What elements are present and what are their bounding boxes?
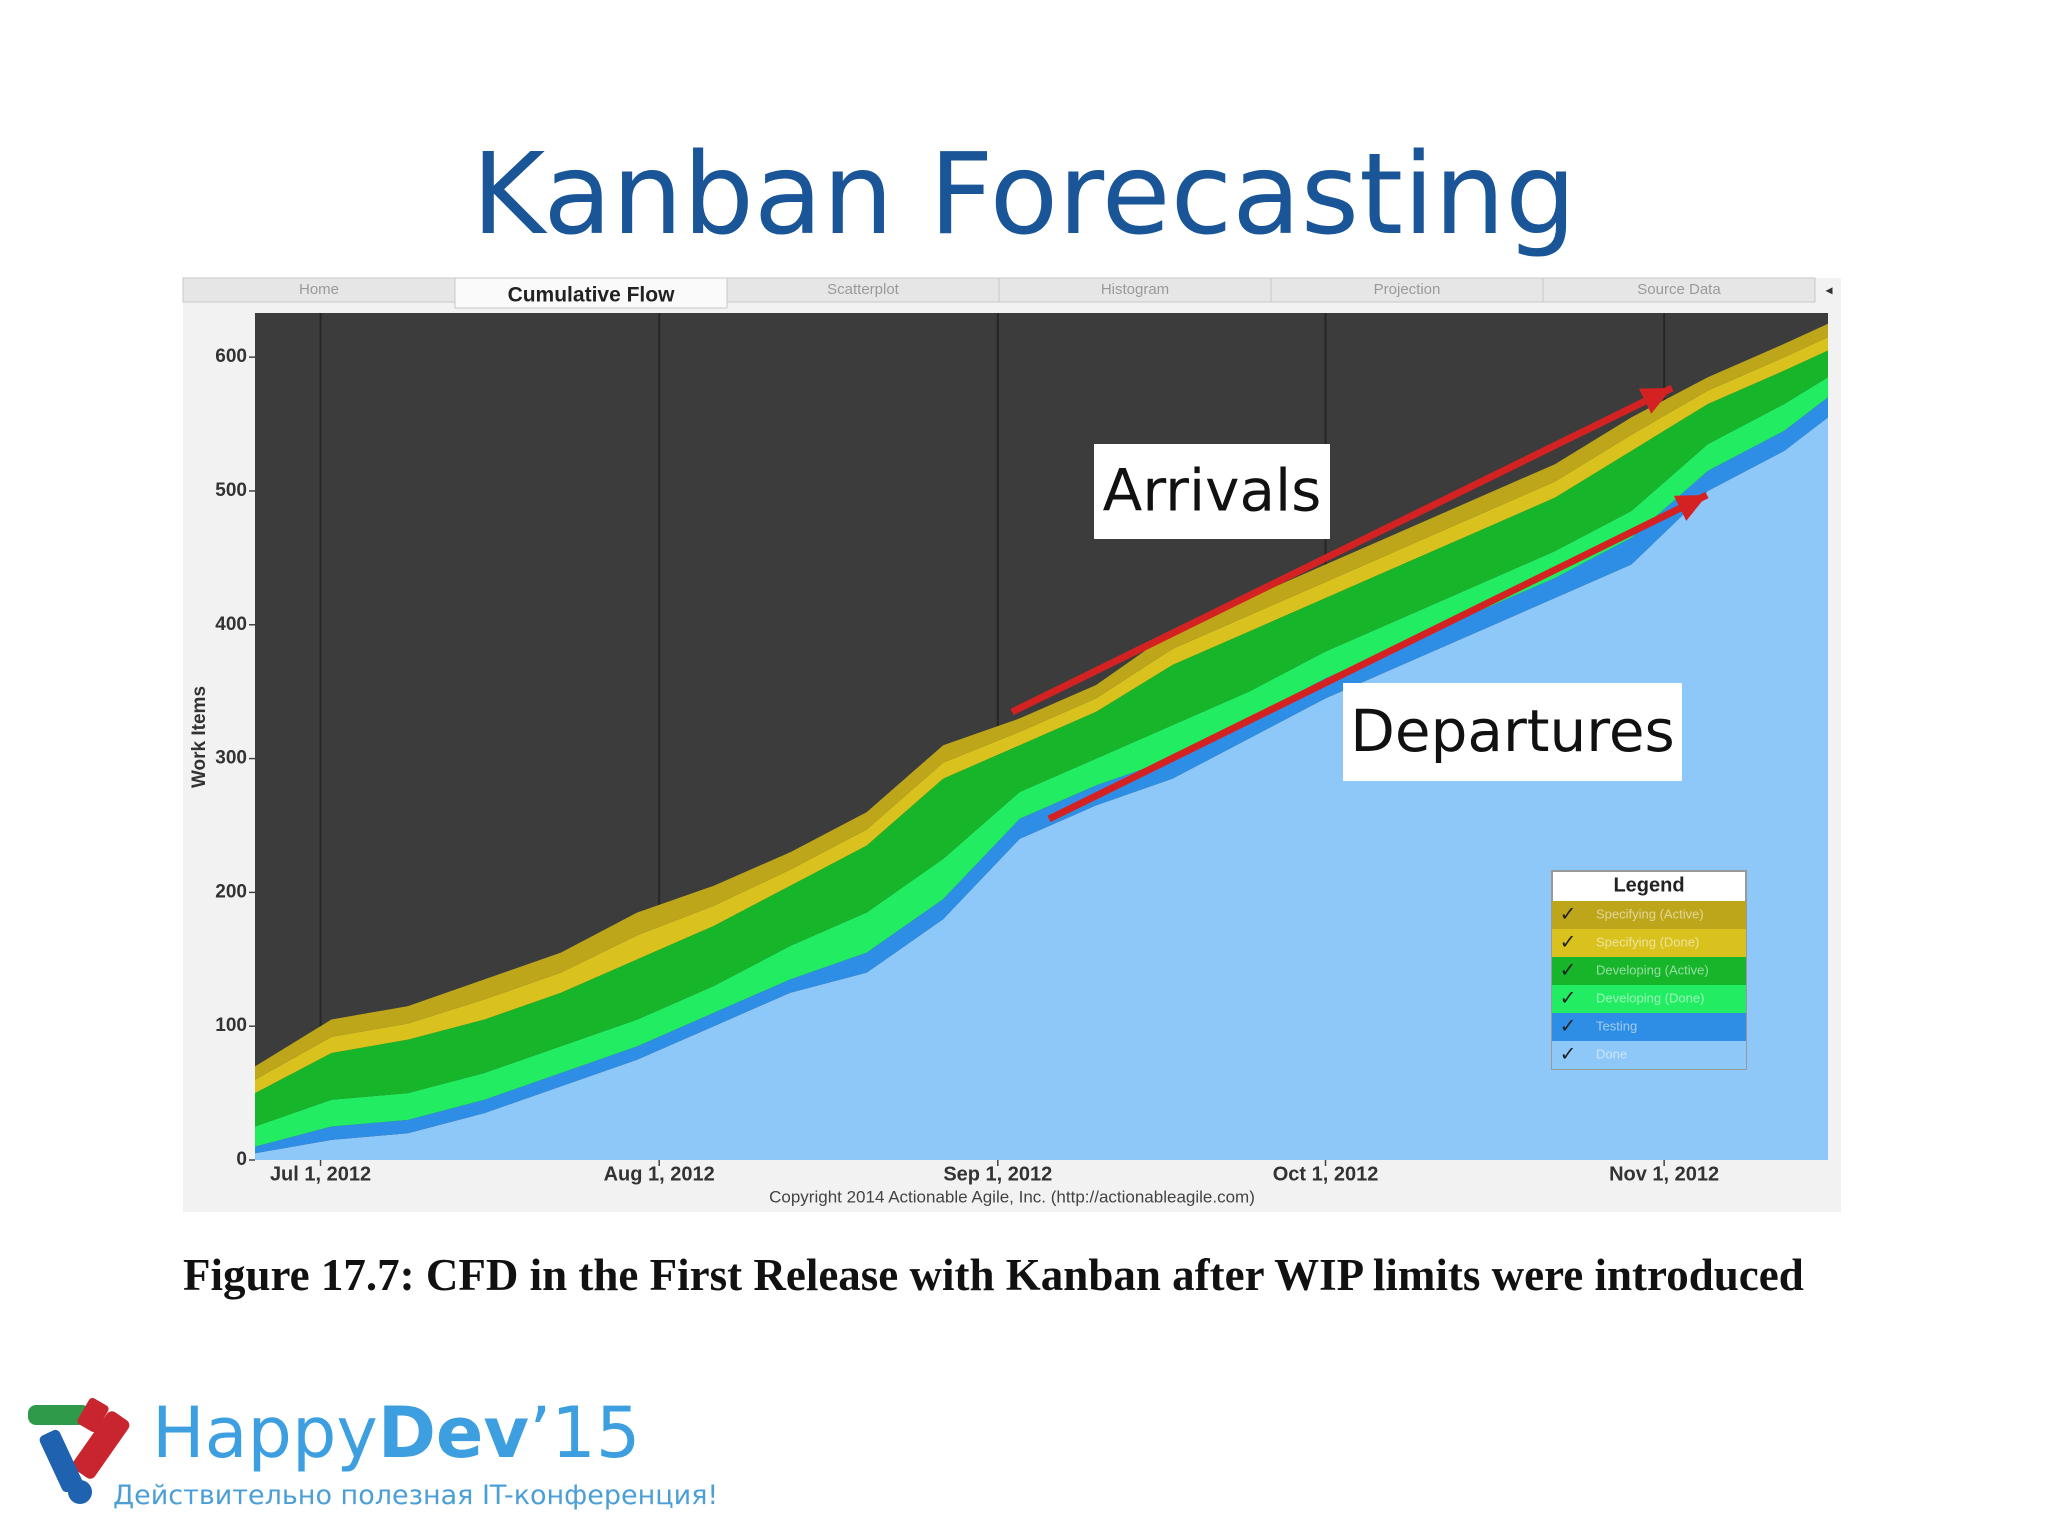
annotation-arrowhead [1638, 388, 1672, 414]
annotation-arrow [1047, 491, 1709, 823]
y-tick-label: 200 [215, 881, 247, 902]
tab-label[interactable]: Home [299, 281, 339, 298]
figure-caption: Figure 17.7: CFD in the First Release wi… [183, 1250, 1804, 1300]
tab[interactable] [454, 277, 728, 309]
y-tick-label: 0 [236, 1149, 247, 1170]
areas [255, 323, 1828, 1161]
legend-label: Testing [1596, 1018, 1637, 1033]
legend-check: ✓ [1560, 1015, 1577, 1037]
y-tick-label: 500 [215, 480, 247, 501]
tab-label[interactable]: Cumulative Flow [508, 284, 676, 307]
legend-swatch [1552, 929, 1746, 957]
legend-swatch [1552, 1041, 1746, 1069]
legend-label: Developing (Done) [1596, 990, 1704, 1005]
x-tick-label: Oct 1, 2012 [1273, 1163, 1379, 1185]
tab-label[interactable]: Source Data [1637, 281, 1721, 298]
logo-dev: Dev [377, 1392, 530, 1474]
x-tick-label: Sep 1, 2012 [943, 1163, 1052, 1185]
tab[interactable] [1542, 277, 1816, 303]
logo-year: ’15 [529, 1392, 641, 1474]
logo-text: HappyDev’15 [152, 1392, 640, 1474]
legend-check: ✓ [1560, 1043, 1577, 1065]
logo-shape [68, 1480, 92, 1504]
y-tick-label: 600 [215, 346, 247, 367]
annotation-box [1094, 444, 1330, 539]
legend-label: Specifying (Active) [1596, 906, 1704, 921]
slide-title: Kanban Forecasting [471, 130, 1577, 260]
x-tick-label: Nov 1, 2012 [1609, 1163, 1719, 1185]
source-note: Copyright 2014 Actionable Agile, Inc. (h… [769, 1187, 1255, 1206]
annotation-arrow [1010, 384, 1674, 716]
y-tick-label: 300 [215, 748, 247, 769]
legend-swatch [1552, 901, 1746, 929]
tab-scroll: ◂ [1825, 282, 1832, 298]
logo-happy: Happy [152, 1392, 378, 1474]
area [255, 350, 1828, 1127]
legend-title: Legend [1613, 874, 1684, 896]
legend-swatch [1552, 985, 1746, 1013]
tab[interactable] [998, 277, 1272, 303]
tab-label[interactable]: Projection [1374, 281, 1441, 298]
legend-check: ✓ [1560, 931, 1577, 953]
legend-swatch [1552, 1013, 1746, 1041]
x-tick-label: Aug 1, 2012 [604, 1163, 715, 1185]
y-tick-label: 100 [215, 1015, 247, 1036]
annotation-arrowhead [1673, 495, 1707, 521]
legend-swatch [1552, 957, 1746, 985]
x-tick-label: Jul 1, 2012 [270, 1163, 371, 1185]
y-tick-label: 400 [215, 614, 247, 635]
logo-shape [72, 1411, 130, 1479]
annotation-box [1343, 683, 1682, 781]
y-axis-label: Work Items [189, 686, 210, 788]
annotation-label: Departures [1350, 697, 1675, 765]
logo-icon [28, 1397, 130, 1504]
legend-check: ✓ [1560, 987, 1577, 1009]
area [255, 323, 1828, 1080]
area [255, 417, 1828, 1161]
legend-label: Developing (Active) [1596, 962, 1709, 977]
legend-label: Specifying (Done) [1596, 934, 1699, 949]
tab-label[interactable]: Histogram [1101, 281, 1169, 298]
logo-shape [39, 1429, 83, 1493]
logo-tagline: Действительно полезная IT-конференция! [113, 1480, 719, 1511]
legend-label: Done [1596, 1046, 1627, 1061]
tab[interactable] [1270, 277, 1544, 303]
legend-check: ✓ [1560, 903, 1577, 925]
logo-shape [28, 1405, 90, 1425]
tab[interactable] [726, 277, 1000, 303]
tab-label[interactable]: Scatterplot [827, 281, 900, 298]
legend-check: ✓ [1560, 959, 1577, 981]
area [255, 337, 1828, 1094]
annotation-label: Arrivals [1103, 457, 1322, 525]
